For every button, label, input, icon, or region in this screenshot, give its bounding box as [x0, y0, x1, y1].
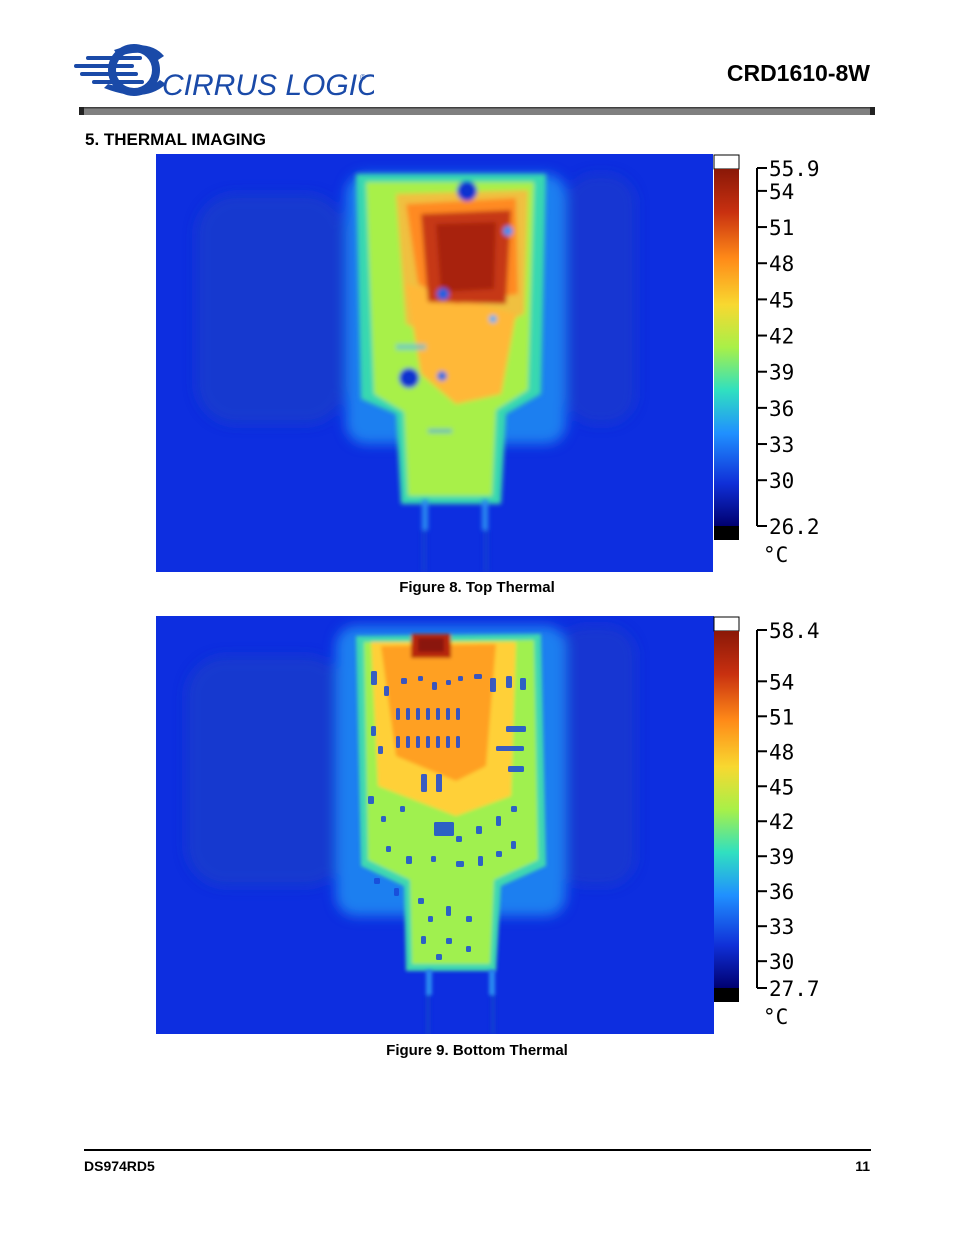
- scale-label: 36: [769, 397, 794, 421]
- scale-label: 45: [769, 775, 794, 799]
- scale-label: 54: [769, 670, 794, 694]
- bottom-thermal-image: [156, 616, 714, 1034]
- logo-wordmark: CIRRUS LOGIC: [162, 69, 374, 102]
- footer-document-number: DS974RD5: [84, 1158, 155, 1174]
- header-divider-bar: [79, 107, 875, 115]
- footer-rule: [84, 1149, 871, 1151]
- cirrus-logic-logo: CIRRUS LOGIC ®: [74, 44, 374, 102]
- svg-text:®: ®: [360, 73, 366, 82]
- scale-unit-label: °C: [763, 1005, 788, 1029]
- scale-unit-label: °C: [763, 543, 788, 567]
- bottom-thermal-color-scale: 58.4 54 51 48 45 42 39 36 33 30 27.7 °C: [713, 616, 820, 1029]
- scale-label: 48: [769, 740, 794, 764]
- scale-label: 30: [769, 950, 794, 974]
- scale-label: 39: [769, 845, 794, 869]
- figure-8-caption: Figure 8. Top Thermal: [399, 579, 555, 596]
- scale-label: 54: [769, 180, 794, 204]
- scale-label: 58.4: [769, 619, 820, 643]
- scale-label: 51: [769, 216, 794, 240]
- section-heading: 5. THERMAL IMAGING: [85, 130, 267, 149]
- scale-label: 48: [769, 252, 794, 276]
- top-thermal-color-scale: 55.954 51 48 45 42 39 36 33 30 26.2 °C: [713, 154, 820, 567]
- scale-label: 55.9: [769, 157, 820, 181]
- scale-label: 26.2: [769, 515, 820, 539]
- scale-label: 51: [769, 705, 794, 729]
- scale-label: 30: [769, 469, 794, 493]
- footer-page-number: 11: [855, 1158, 870, 1174]
- scale-label: 33: [769, 915, 794, 939]
- scale-label: 45: [769, 288, 794, 312]
- scale-label: 42: [769, 325, 794, 349]
- scale-label: 33: [769, 433, 794, 457]
- scale-label: 36: [769, 880, 794, 904]
- scale-label: 42: [769, 810, 794, 834]
- scale-label: 27.7: [769, 977, 820, 1001]
- figure-9-caption: Figure 9. Bottom Thermal: [386, 1042, 568, 1059]
- scale-label: 39: [769, 361, 794, 385]
- top-thermal-image: [156, 154, 713, 572]
- document-title: CRD1610-8W: [726, 60, 870, 86]
